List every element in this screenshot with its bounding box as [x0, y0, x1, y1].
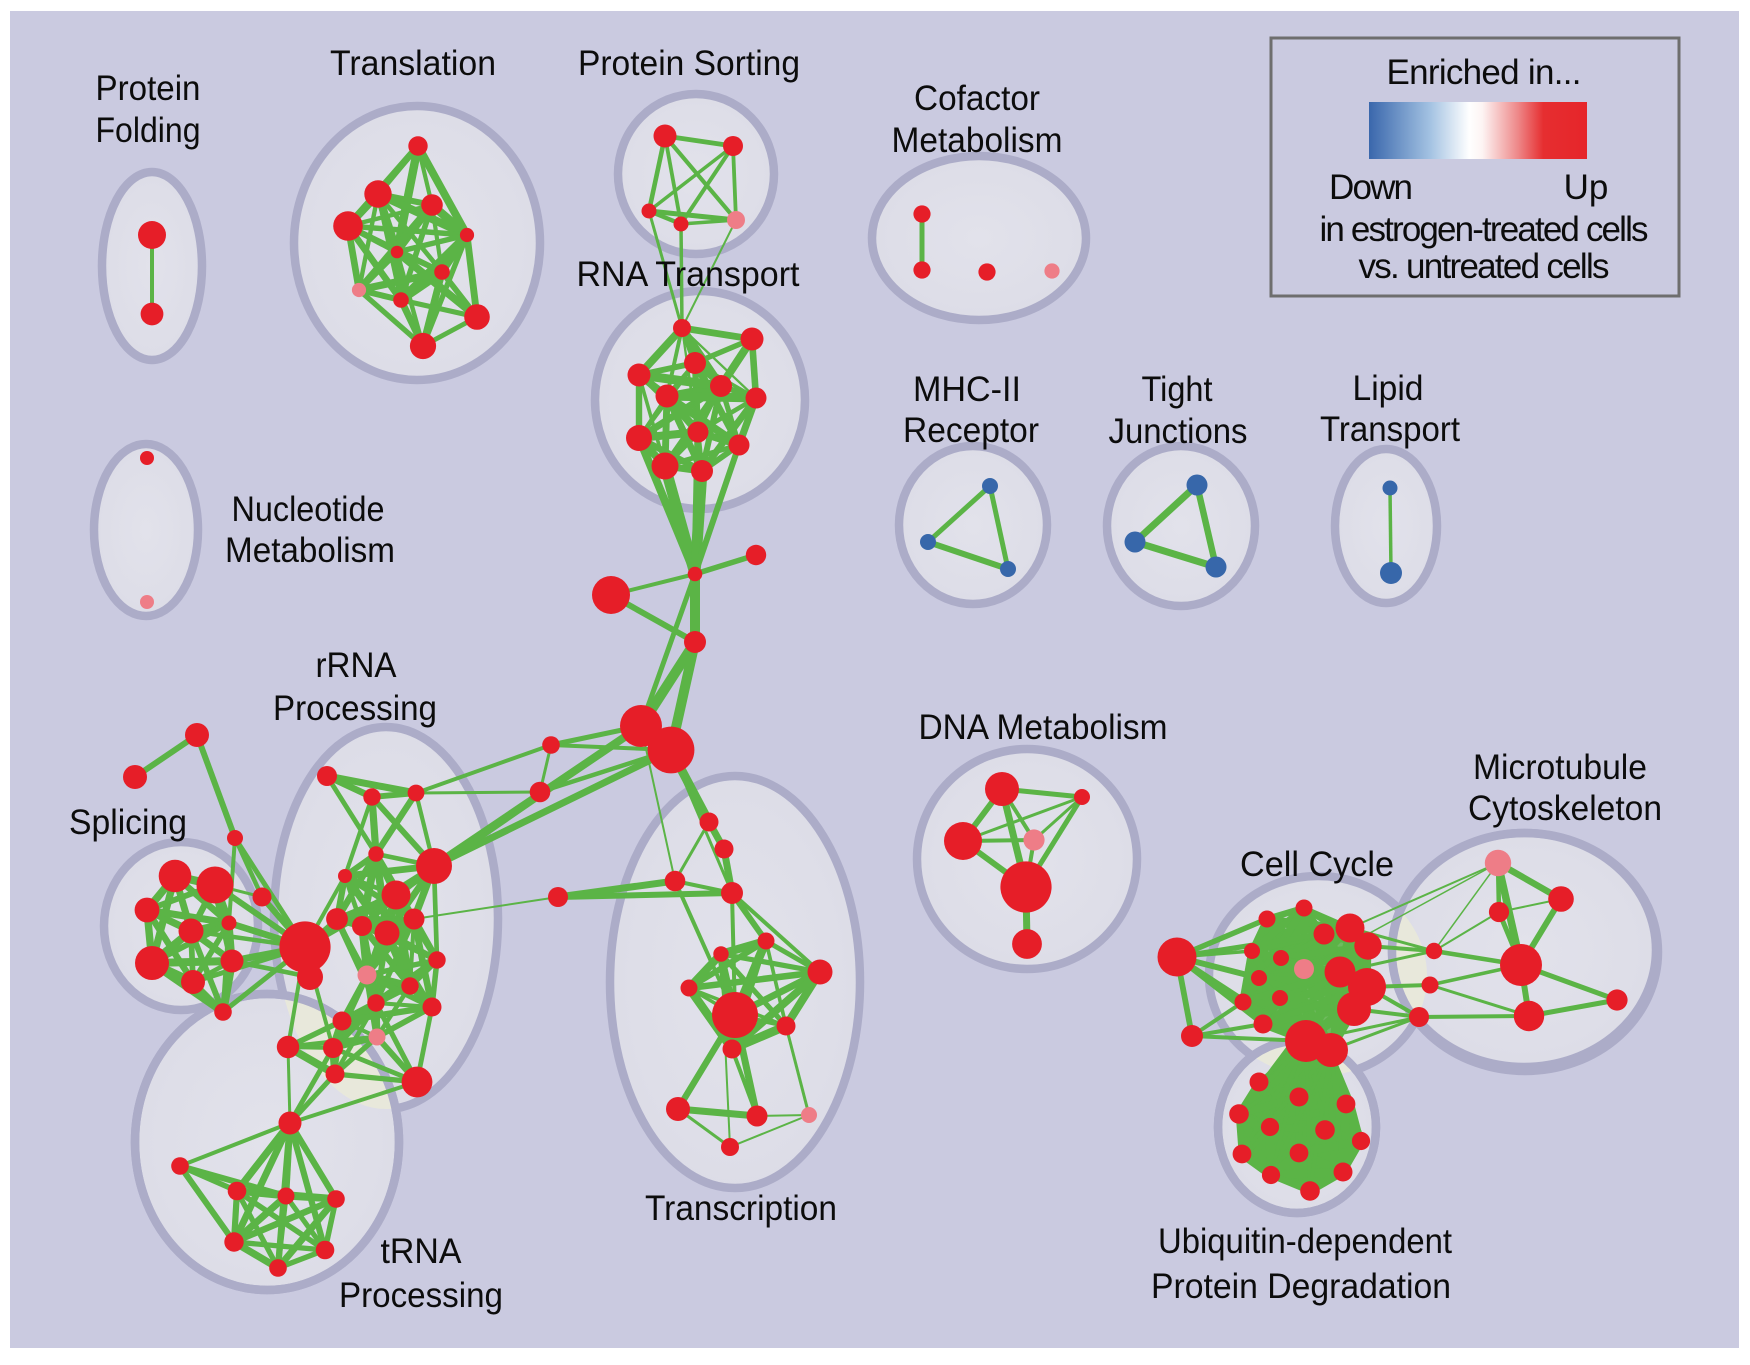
svg-text:in estrogen-treated cells: in estrogen-treated cells	[1320, 210, 1649, 249]
svg-text:Processing: Processing	[339, 1276, 503, 1315]
svg-text:Nucleotide: Nucleotide	[232, 490, 385, 529]
svg-text:vs. untreated cells: vs. untreated cells	[1359, 247, 1610, 286]
svg-text:Cofactor: Cofactor	[914, 79, 1040, 118]
svg-text:Ubiquitin-dependent: Ubiquitin-dependent	[1158, 1222, 1452, 1261]
svg-text:Metabolism: Metabolism	[225, 531, 395, 570]
svg-text:RNA Transport: RNA Transport	[577, 255, 800, 294]
svg-text:Down: Down	[1329, 168, 1413, 207]
svg-text:Splicing: Splicing	[69, 803, 187, 842]
svg-text:MHC-II: MHC-II	[913, 370, 1021, 409]
svg-text:Protein Degradation: Protein Degradation	[1151, 1267, 1451, 1306]
svg-text:Protein Sorting: Protein Sorting	[578, 44, 800, 83]
svg-text:Enriched in...: Enriched in...	[1387, 53, 1582, 92]
svg-text:Receptor: Receptor	[903, 411, 1039, 450]
svg-text:Lipid: Lipid	[1353, 369, 1424, 408]
svg-text:Metabolism: Metabolism	[892, 121, 1063, 160]
svg-text:Transport: Transport	[1320, 410, 1460, 449]
svg-text:DNA Metabolism: DNA Metabolism	[919, 708, 1168, 747]
svg-text:Cytoskeleton: Cytoskeleton	[1468, 789, 1662, 828]
svg-text:tRNA: tRNA	[381, 1232, 463, 1271]
svg-text:rRNA: rRNA	[316, 646, 398, 685]
svg-text:Junctions: Junctions	[1109, 412, 1248, 451]
svg-text:Up: Up	[1564, 168, 1609, 207]
svg-text:Processing: Processing	[273, 689, 437, 728]
svg-text:Transcription: Transcription	[645, 1189, 837, 1228]
svg-text:Tight: Tight	[1142, 370, 1213, 409]
svg-text:Protein: Protein	[96, 69, 201, 108]
svg-text:Cell Cycle: Cell Cycle	[1240, 845, 1394, 884]
svg-text:Microtubule: Microtubule	[1473, 748, 1647, 787]
svg-text:Folding: Folding	[96, 111, 201, 150]
svg-text:Translation: Translation	[330, 44, 496, 83]
